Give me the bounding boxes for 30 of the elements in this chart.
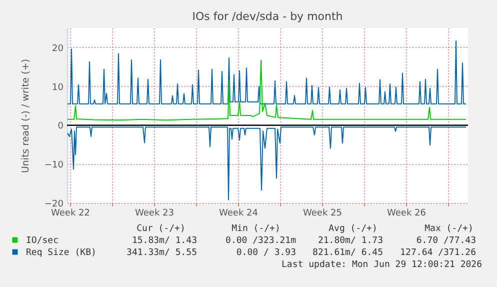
text: 341.33m/ 5.55 xyxy=(126,248,197,258)
text: Cur (-/+) xyxy=(136,224,186,234)
y-tick-label: 10 xyxy=(52,82,64,93)
y-tick-label: 0 xyxy=(58,122,64,132)
y-axis-title: Units read (-) / write (+) xyxy=(20,58,32,174)
line-series xyxy=(67,60,466,121)
text: Min (-/+) xyxy=(232,224,280,234)
y-tick-label: 20 xyxy=(52,44,64,54)
text: Last update: Mon Jun 29 12:00:21 2026 xyxy=(282,260,482,270)
text: 21.80m/ 1.73 xyxy=(318,236,383,246)
x-tick-label: Week 22 xyxy=(51,208,90,218)
y-tick-label: −10 xyxy=(44,160,64,171)
x-tick-label: Week 26 xyxy=(387,208,426,218)
text: 127.64 /371.26 xyxy=(400,248,476,258)
y-tick-label: −20 xyxy=(44,200,64,210)
legend-label: IO/sec xyxy=(26,236,59,246)
line-series xyxy=(67,40,466,104)
text: 15.83m/ 1.43 xyxy=(132,236,197,246)
chart-title: IOs for /dev/sda - by month xyxy=(192,10,343,23)
text: 0.00 / 3.93 xyxy=(236,248,296,258)
legend-label: Req Size (KB) xyxy=(26,248,96,258)
x-tick-label: Week 23 xyxy=(135,208,174,218)
text: Max (-/+) xyxy=(424,224,474,234)
x-tick-label: Week 25 xyxy=(303,208,342,218)
text: 0.00 /323.21m xyxy=(226,236,296,246)
text: 6.70 /77.43 xyxy=(416,236,476,246)
line-series xyxy=(67,126,466,200)
x-tick-label: Week 24 xyxy=(219,208,258,218)
text: 821.61m/ 6.45 xyxy=(312,248,383,258)
text: Avg (-/+) xyxy=(328,224,378,234)
